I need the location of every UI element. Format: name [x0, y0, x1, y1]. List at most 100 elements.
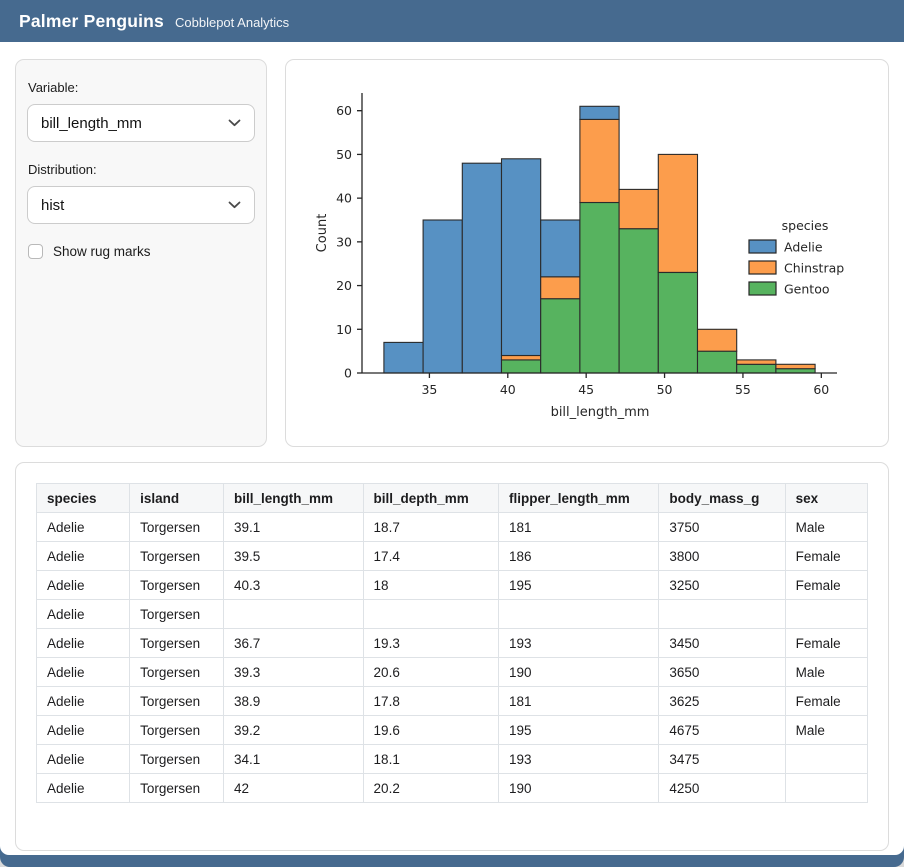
table-cell: Torgersen	[129, 541, 224, 571]
svg-text:40: 40	[500, 382, 516, 397]
svg-text:Count: Count	[315, 214, 330, 253]
chevron-down-icon	[228, 201, 241, 209]
table-cell: 193	[497, 628, 660, 658]
column-header: species	[35, 483, 131, 513]
table-cell: 3450	[658, 628, 786, 658]
table-cell: 34.1	[222, 744, 364, 774]
penguins-table: species island bill_length_mm bill_depth_mm…	[35, 483, 869, 803]
table-cell: 186	[497, 541, 660, 571]
table-row: Adelie Torgersen 38.9 17.8 181 3625 Female	[35, 686, 869, 716]
table-cell: Female	[784, 628, 869, 658]
table-cell: 38.9	[222, 686, 364, 716]
table-header: species island bill_length_mm bill_depth_mm…	[35, 483, 869, 513]
table-cell: 40.3	[222, 570, 364, 600]
chart-panel: 35 40 45 50 55 60 0 10 20 30 40 50 60 bill_length_mm C…	[285, 59, 889, 447]
table-cell: 20.6	[362, 657, 499, 687]
svg-text:35: 35	[421, 382, 437, 397]
distribution-select[interactable]: hist	[27, 186, 255, 224]
table-cell	[497, 599, 660, 629]
variable-select[interactable]: bill_length_mm	[27, 104, 255, 142]
table-cell	[362, 599, 499, 629]
table-row: Adelie Torgersen 42 20.2 190 4250	[35, 773, 869, 803]
svg-text:0: 0	[344, 366, 352, 381]
table-cell: 4675	[658, 715, 786, 745]
table-cell: Adelie	[35, 744, 131, 774]
table-cell: 20.2	[362, 773, 499, 803]
table-cell: Torgersen	[129, 512, 224, 542]
show-rug-checkbox[interactable]	[28, 244, 43, 259]
svg-text:10: 10	[336, 322, 352, 337]
table-cell: 193	[497, 744, 660, 774]
distribution-label: Distribution:	[28, 162, 97, 177]
table-cell: 18	[362, 570, 499, 600]
chevron-down-icon	[228, 119, 241, 127]
table-cell: 4250	[658, 773, 786, 803]
table-cell: 18.7	[362, 512, 499, 542]
table-cell: Torgersen	[129, 715, 224, 745]
table-cell: Torgersen	[129, 744, 224, 774]
column-header: sex	[784, 483, 869, 513]
table-cell	[784, 773, 869, 803]
table-cell: 39.1	[222, 512, 364, 542]
table-cell: Adelie	[35, 599, 131, 629]
table-cell: Adelie	[35, 715, 131, 745]
table-cell: 39.3	[222, 657, 364, 687]
svg-text:species: species	[782, 218, 829, 233]
table-cell: 3800	[658, 541, 786, 571]
svg-text:Chinstrap: Chinstrap	[784, 261, 844, 276]
table-cell	[658, 599, 786, 629]
table-cell: 181	[497, 512, 660, 542]
table-cell: 39.2	[222, 715, 364, 745]
sidebar-panel: Variable: bill_length_mm Distribution: h…	[15, 59, 267, 447]
table-cell: 3625	[658, 686, 786, 716]
table-cell: 17.8	[362, 686, 499, 716]
table-cell: Torgersen	[129, 657, 224, 687]
table-cell: Male	[784, 715, 869, 745]
svg-text:45: 45	[578, 382, 594, 397]
table-row: Adelie Torgersen 34.1 18.1 193 3475	[35, 744, 869, 774]
table-row: Adelie Torgersen 39.2 19.6 195 4675 Male	[35, 715, 869, 745]
table-row: Adelie Torgersen 39.1 18.7 181 3750 Male	[35, 512, 869, 542]
table-cell: Adelie	[35, 628, 131, 658]
table-cell: Adelie	[35, 657, 131, 687]
table-cell: Female	[784, 570, 869, 600]
column-header: body_mass_g	[658, 483, 786, 513]
table-row: Adelie Torgersen 36.7 19.3 193 3450 Female	[35, 628, 869, 658]
show-rug-row: Show rug marks	[28, 244, 255, 259]
app-title: Palmer Penguins	[19, 11, 164, 31]
distribution-select-value: hist	[41, 196, 65, 214]
table-cell: 3475	[658, 744, 786, 774]
table-cell: Torgersen	[129, 686, 224, 716]
svg-text:55: 55	[735, 382, 751, 397]
column-header: bill_length_mm	[222, 483, 364, 513]
table-cell: 190	[497, 773, 660, 803]
table-cell: Male	[784, 657, 869, 687]
svg-text:Adelie: Adelie	[784, 240, 823, 255]
svg-text:bill_length_mm: bill_length_mm	[551, 405, 650, 420]
table-cell: 3250	[658, 570, 786, 600]
table-cell: Male	[784, 512, 869, 542]
show-rug-label: Show rug marks	[53, 244, 151, 259]
variable-select-value: bill_length_mm	[41, 114, 142, 132]
table-row: Adelie Torgersen 40.3 18 195 3250 Female	[35, 570, 869, 600]
table-cell: 181	[497, 686, 660, 716]
table-cell: 18.1	[362, 744, 499, 774]
table-cell: 42	[222, 773, 364, 803]
main-content: Variable: bill_length_mm Distribution: h…	[0, 42, 904, 855]
table-body: Adelie Torgersen 39.1 18.7 181 3750 Male Adelie…	[35, 512, 869, 803]
table-cell: Adelie	[35, 773, 131, 803]
table-row: Adelie Torgersen	[35, 599, 869, 629]
variable-label: Variable:	[28, 80, 79, 95]
svg-text:20: 20	[336, 278, 352, 293]
table-cell: 195	[497, 570, 660, 600]
table-cell: 19.6	[362, 715, 499, 745]
table-cell: 19.3	[362, 628, 499, 658]
table-cell: 39.5	[222, 541, 364, 571]
table-cell: Female	[784, 686, 869, 716]
table-cell: Female	[784, 541, 869, 571]
svg-text:40: 40	[336, 191, 352, 206]
table-cell: 195	[497, 715, 660, 745]
svg-text:Gentoo: Gentoo	[784, 282, 830, 297]
table-cell	[784, 744, 869, 774]
